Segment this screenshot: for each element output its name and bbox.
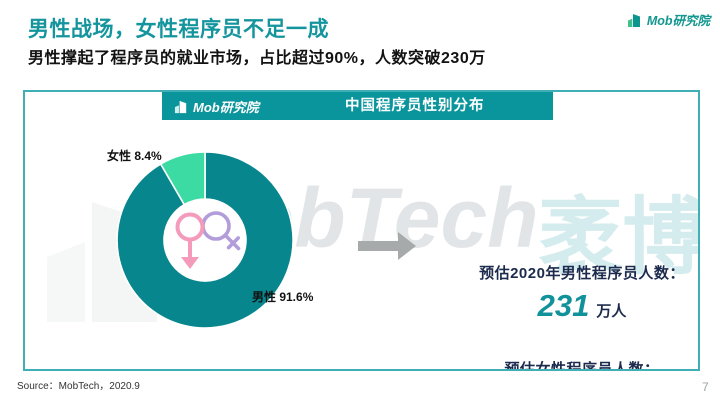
chart-title: 中国程序员性别分布 bbox=[345, 98, 485, 114]
stat-male-value-row: 231 万人 bbox=[445, 288, 698, 324]
stat-female-label: 预估女性程序员人数： bbox=[504, 361, 660, 371]
stat-male-value: 231 bbox=[537, 288, 590, 323]
stat-male-label: 预估2020年男性程序员人数： bbox=[479, 265, 685, 282]
chart-label-female: 女性 8.4% bbox=[107, 148, 162, 163]
chart-label-male: 男性 91.6% bbox=[252, 289, 314, 304]
brand-logo: Mob研究院 bbox=[627, 10, 710, 29]
brand-logo-text: Mob研究院 bbox=[646, 14, 710, 28]
banner-brand-text: Mob研究院 bbox=[193, 99, 259, 115]
card-banner: Mob研究院 中国程序员性别分布 bbox=[162, 92, 553, 120]
banner-logo: Mob研究院 bbox=[174, 97, 259, 116]
source-text: Source：MobTech，2020.9 bbox=[17, 381, 140, 392]
page-subtitle: 男性撑起了程序员的就业市场，占比超过90%，人数突破230万 bbox=[28, 50, 486, 67]
male-symbol-icon bbox=[175, 212, 205, 269]
page-number: 7 bbox=[702, 380, 709, 394]
building-icon bbox=[627, 13, 640, 27]
arrow-right-icon bbox=[358, 232, 416, 260]
building-icon bbox=[174, 100, 187, 113]
stat-male-unit: 万人 bbox=[596, 303, 627, 320]
page-title: 男性战场，女性程序员不足一成 bbox=[28, 18, 329, 41]
stats-panel: 预估2020年男性程序员人数： 231 万人 预估女性程序员人数： 21 万人 bbox=[445, 262, 698, 371]
